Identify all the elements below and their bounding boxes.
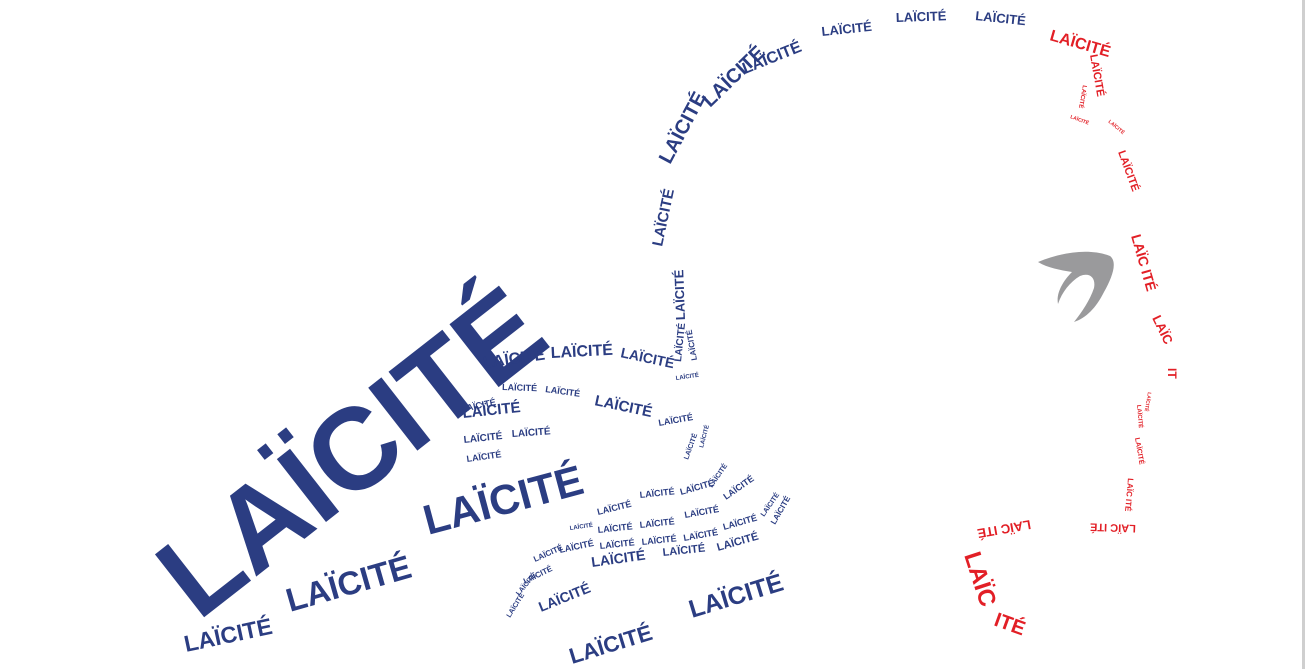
face-word-small-3: LAÏCITÉ xyxy=(1107,117,1128,136)
word-mid-15: LAÏCITÉ xyxy=(697,424,711,449)
word-low-19: LAÏCITÉ xyxy=(536,580,592,615)
face-word-jaw: LAÏC ITÉ xyxy=(1090,520,1136,535)
word-mid-9: LAÏCITÉ xyxy=(463,429,503,446)
face-word-forehead: LAÏCITÉ xyxy=(1048,26,1113,62)
word-low-1: LAÏCITÉ xyxy=(569,521,593,532)
word-low-20: LAÏCITÉ xyxy=(590,547,646,570)
word-neck-1: LAÏCITÉ xyxy=(671,322,688,362)
word-mid-11: LAÏCITÉ xyxy=(466,449,502,464)
word-low-18: LAÏCITÉ xyxy=(522,564,555,586)
word-row1-c: LAÏCITÉ xyxy=(418,456,588,544)
face-word-small-4: LAÏCITÉ xyxy=(1143,392,1154,413)
word-low-25: LAÏCITÉ xyxy=(566,620,655,669)
face-word-chin-2: LAÏC ITÉ xyxy=(1123,478,1135,513)
word-mid-2: LAÏCITÉ xyxy=(550,340,613,362)
word-mid-7: LAÏCITÉ xyxy=(545,384,581,399)
face-word-small-5: LAÏCITÉ xyxy=(1135,404,1145,428)
right-frame-edge xyxy=(1302,0,1305,669)
word-low-11: LAÏCITÉ xyxy=(558,538,594,555)
word-low-5: LAÏCITÉ xyxy=(706,461,729,489)
word-mid-10: LAÏCITÉ xyxy=(511,424,551,440)
face-word-throat-2: LAÏC xyxy=(958,549,1001,611)
word-low-26: LAÏCITÉ xyxy=(685,568,786,624)
word-low-24: LAÏCITÉ xyxy=(504,591,526,619)
word-mid-13: LAÏCITÉ xyxy=(658,412,694,428)
word-low-6: LAÏCITÉ xyxy=(597,521,633,535)
word-mid-14: LAÏCITÉ xyxy=(681,432,699,461)
word-low-2: LAÏCITÉ xyxy=(596,499,632,517)
word-low-7: LAÏCITÉ xyxy=(639,516,675,530)
word-low-13: LAÏCITÉ xyxy=(641,533,677,547)
face-word-lip: LAÏC xyxy=(1149,313,1176,347)
word-mid-3: LAÏCITÉ xyxy=(619,344,676,371)
word-top-2: LAÏCITÉ xyxy=(821,19,873,39)
word-top-4: LAÏCITÉ xyxy=(975,8,1027,28)
word-low-15: LAÏCITÉ xyxy=(722,513,758,532)
face-word-small-1: LAÏCITÉ xyxy=(1077,85,1089,109)
word-top-3: LAÏCITÉ xyxy=(896,8,947,25)
nose-swoosh-shape xyxy=(1038,251,1114,322)
word-mid-6: LAÏCITÉ xyxy=(502,382,537,393)
face-word-nose-2: LAÏC ITÉ xyxy=(1128,232,1159,292)
word-low-22: LAÏCITÉ xyxy=(715,530,760,554)
word-low-8: LAÏCITÉ xyxy=(684,504,720,520)
face-word-small-2: LAÏCITÉ xyxy=(1069,112,1091,126)
word-low-21: LAÏCITÉ xyxy=(662,542,706,559)
word-neck-4: LAÏCITÉ xyxy=(649,187,678,248)
word-neck-2: LAÏCITÉ xyxy=(685,328,699,361)
face-word-throat-1: LAÏC ITÉ xyxy=(976,517,1032,541)
face-word-nose-1: LAÏCITÉ xyxy=(1115,149,1142,194)
face-word-chin-1: LAÏCITÉ xyxy=(1133,437,1147,466)
face-word-neck-end: ITÉ xyxy=(991,608,1028,640)
word-mid-12: LAÏCITÉ xyxy=(593,392,654,421)
word-mid-4: LAÏCITÉ xyxy=(675,371,699,382)
word-low-14: LAÏCITÉ xyxy=(683,527,719,543)
face-word-lip-2: IT xyxy=(1165,368,1179,379)
word-low-9: LAÏCITÉ xyxy=(721,473,755,501)
word-neck-6: LAÏCITÉ xyxy=(697,41,769,112)
word-low-12: LAÏCITÉ xyxy=(599,537,635,551)
word-mid-8: LAÏCITÉ xyxy=(462,399,522,422)
word-low-3: LAÏCITÉ xyxy=(639,486,675,500)
word-neck-3: LAÏCITÉ xyxy=(671,269,688,320)
